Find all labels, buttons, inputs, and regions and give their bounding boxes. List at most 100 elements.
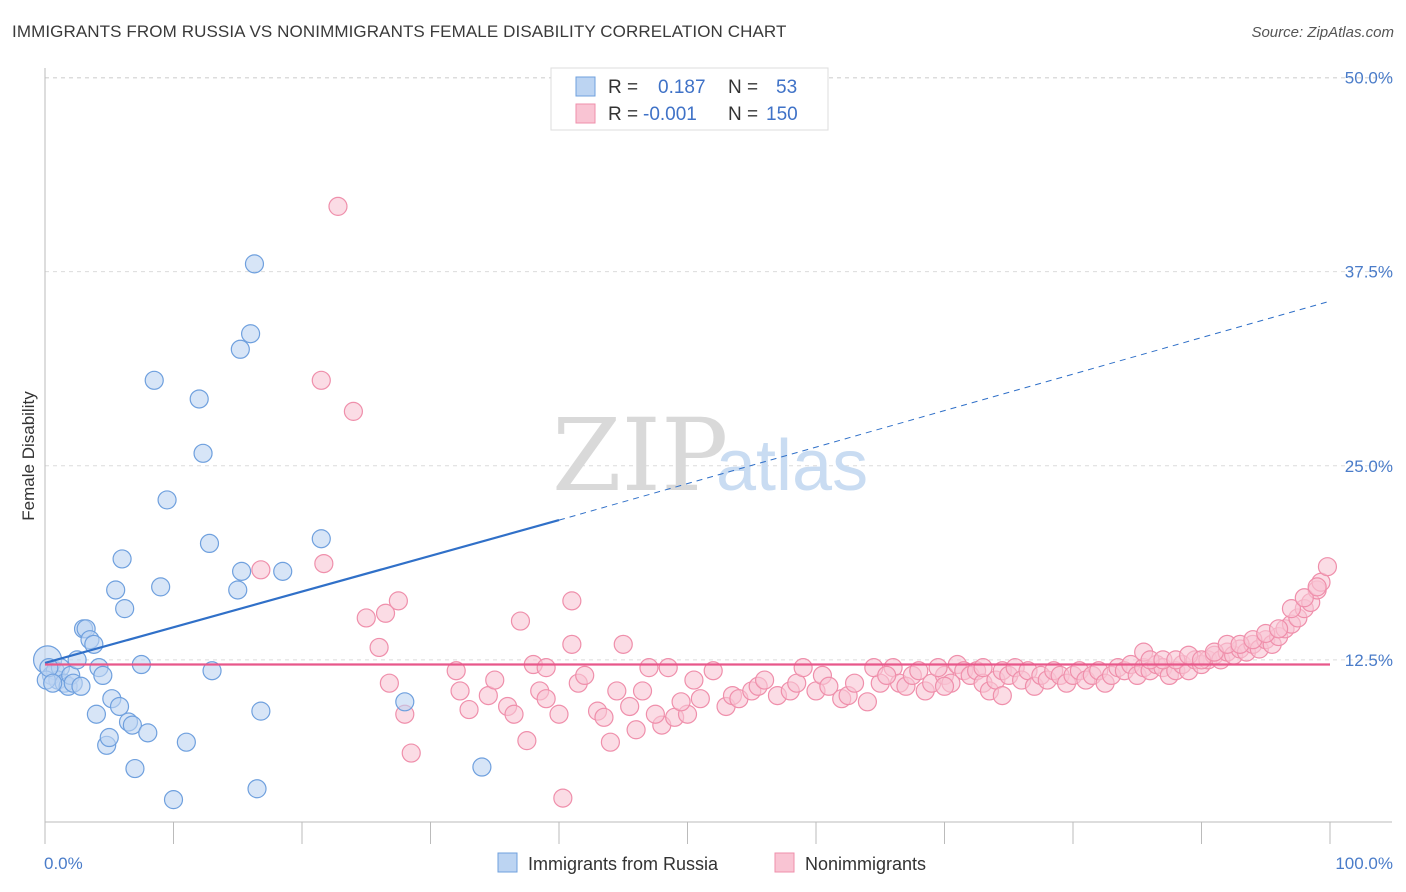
- source-label: Source: ZipAtlas.com: [1251, 24, 1394, 41]
- y-axis-label: Female Disability: [19, 391, 38, 521]
- axes: [44, 68, 1392, 844]
- point-russia-48: [395, 692, 415, 712]
- legend-swatch-russia: [575, 76, 596, 97]
- point-nonimmigrant-148: [658, 658, 678, 678]
- point-nonimmigrant-145: [536, 658, 556, 678]
- point-nonimmigrant-0: [328, 196, 348, 216]
- point-russia-19: [99, 727, 119, 748]
- data-points: [32, 196, 1338, 810]
- legend-r-label-1: R =: [608, 77, 638, 98]
- point-nonimmigrant-38: [703, 661, 723, 681]
- point-nonimmigrant-21: [536, 689, 556, 709]
- legend-n-label-1: N =: [728, 77, 758, 98]
- point-nonimmigrant-16: [485, 670, 505, 690]
- point-nonimmigrant-13: [450, 681, 470, 701]
- point-russia-52: [43, 673, 63, 693]
- point-nonimmigrant-28: [607, 681, 627, 701]
- point-russia-27: [125, 758, 145, 779]
- y-tick-label-0: 12.5%: [1345, 651, 1393, 670]
- point-nonimmigrant-27: [594, 707, 614, 727]
- y-tick-label-2: 37.5%: [1345, 263, 1393, 282]
- point-russia-43: [244, 254, 265, 274]
- point-nonimmigrant-44: [754, 670, 775, 690]
- point-russia-31: [151, 577, 171, 597]
- point-russia-37: [199, 533, 220, 554]
- series-legend-swatch-nonimmigrants: [774, 852, 795, 873]
- point-russia-21: [106, 580, 126, 600]
- point-nonimmigrant-30: [620, 696, 640, 717]
- point-russia-47: [311, 529, 331, 549]
- x-tick-label-min: 0.0%: [44, 854, 83, 873]
- point-nonimmigrant-137: [1281, 599, 1302, 619]
- chart-title: IMMIGRANTS FROM RUSSIA VS NONIMMIGRANTS …: [12, 22, 787, 41]
- point-russia-34: [176, 732, 196, 752]
- point-russia-10: [71, 676, 91, 696]
- point-russia-24: [115, 599, 135, 619]
- trend-lines: [44, 300, 1331, 666]
- point-nonimmigrant-146: [632, 681, 653, 701]
- point-nonimmigrant-142: [600, 732, 621, 752]
- point-russia-46: [273, 561, 293, 581]
- point-nonimmigrant-31: [626, 720, 646, 740]
- point-nonimmigrant-3: [251, 560, 271, 580]
- point-nonimmigrant-11: [401, 743, 421, 763]
- y-tick-labels: 12.5% 25.0% 37.5% 50.0%: [1345, 69, 1393, 670]
- point-nonimmigrant-18: [504, 704, 524, 724]
- point-nonimmigrant-51: [819, 676, 839, 696]
- legend-swatch-nonimmigrants: [575, 103, 596, 124]
- point-nonimmigrant-23: [562, 634, 582, 654]
- y-tick-label-1: 25.0%: [1345, 457, 1393, 476]
- trend-line-russia-extension: [558, 300, 1331, 521]
- point-nonimmigrant-7: [379, 673, 399, 693]
- point-nonimmigrant-12: [446, 661, 466, 681]
- point-nonimmigrant-139: [1307, 577, 1327, 597]
- point-russia-35: [189, 389, 209, 409]
- point-nonimmigrant-54: [844, 673, 865, 693]
- point-russia-40: [230, 339, 250, 359]
- point-russia-38: [202, 661, 222, 681]
- series-legend-label-nonimmigrants: Nonimmigrants: [805, 854, 926, 874]
- x-tick-label-max: 100.0%: [1335, 854, 1393, 873]
- point-russia-32: [157, 490, 177, 510]
- point-nonimmigrant-154: [973, 658, 993, 678]
- point-nonimmigrant-4: [314, 553, 334, 574]
- point-nonimmigrant-61: [909, 661, 929, 681]
- point-nonimmigrant-138: [1294, 588, 1314, 608]
- point-nonimmigrant-15: [459, 699, 479, 720]
- point-russia-23: [112, 549, 132, 569]
- point-russia-49: [472, 757, 492, 777]
- point-nonimmigrant-155: [992, 685, 1012, 706]
- legend: R = 0.187 N = 53 R = -0.001 N = 150: [550, 67, 829, 131]
- point-russia-17: [93, 665, 113, 686]
- point-nonimmigrant-36: [684, 670, 704, 690]
- point-nonimmigrant-32: [639, 658, 659, 678]
- watermark-atlas: atlas: [716, 426, 868, 506]
- point-russia-45: [251, 701, 271, 721]
- point-nonimmigrant-143: [562, 591, 582, 611]
- point-nonimmigrant-152: [928, 658, 948, 678]
- point-nonimmigrant-55: [857, 692, 878, 712]
- point-nonimmigrant-5: [356, 608, 376, 628]
- trend-line-russia: [44, 519, 560, 665]
- point-nonimmigrant-22: [549, 704, 569, 724]
- watermark-zip: ZIP: [552, 397, 728, 514]
- point-nonimmigrant-147: [645, 704, 665, 724]
- legend-n-value-2: 150: [766, 104, 798, 125]
- series-legend: Immigrants from Russia Nonimmigrants: [497, 852, 926, 874]
- y-tick-label-3: 50.0%: [1345, 69, 1393, 88]
- point-nonimmigrant-140: [517, 731, 537, 751]
- point-russia-42: [241, 324, 261, 344]
- legend-r-value-2: -0.001: [643, 104, 697, 125]
- series-legend-label-russia: Immigrants from Russia: [528, 854, 719, 874]
- point-nonimmigrant-48: [793, 658, 813, 678]
- legend-n-label-2: N =: [728, 104, 758, 125]
- legend-n-value-1: 53: [776, 77, 797, 98]
- legend-r-label-2: R =: [608, 104, 638, 125]
- point-nonimmigrant-6: [375, 603, 396, 623]
- point-russia-26: [122, 715, 142, 735]
- point-nonimmigrant-2: [343, 401, 363, 421]
- point-nonimmigrant-151: [877, 665, 897, 686]
- point-nonimmigrant-136: [1268, 619, 1289, 639]
- point-nonimmigrant-1: [311, 370, 331, 390]
